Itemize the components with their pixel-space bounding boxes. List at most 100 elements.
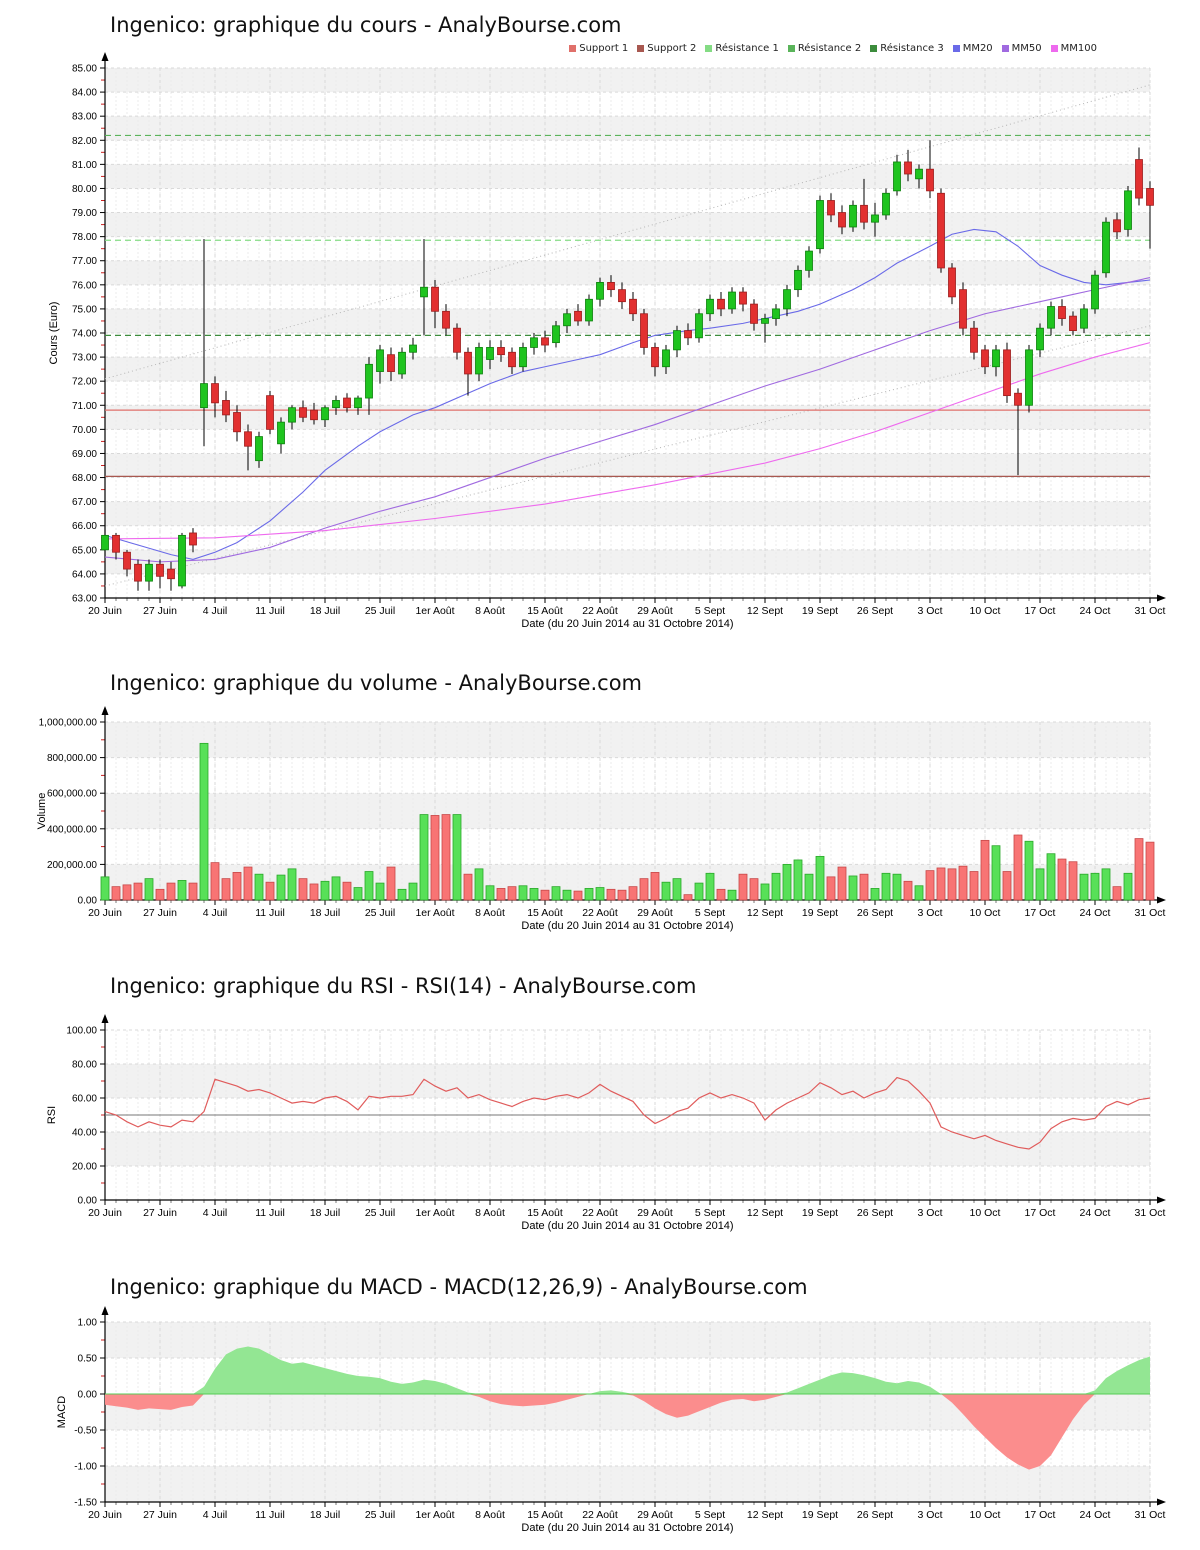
- candle: [849, 200, 857, 232]
- volume-bar: [584, 888, 594, 901]
- volume-bar: [859, 873, 869, 901]
- volume-bar: [672, 878, 682, 901]
- candle: [959, 282, 967, 336]
- candle: [222, 390, 230, 423]
- svg-text:31 Oct: 31 Oct: [1135, 1207, 1166, 1219]
- candle: [387, 347, 395, 382]
- volume-bar: [1112, 886, 1122, 901]
- candle: [145, 559, 153, 591]
- svg-text:29 Août: 29 Août: [637, 1509, 673, 1521]
- svg-text:78.00: 78.00: [72, 232, 97, 243]
- svg-text:18 Juil: 18 Juil: [310, 1207, 340, 1219]
- volume-bar: [342, 881, 352, 901]
- svg-text:22 Août: 22 Août: [582, 907, 618, 919]
- volume-bar: [232, 872, 242, 901]
- svg-text:29 Août: 29 Août: [637, 1207, 673, 1219]
- volume-bar: [1145, 841, 1155, 901]
- candle: [717, 292, 725, 317]
- candle: [915, 164, 923, 189]
- svg-text:10 Oct: 10 Oct: [970, 1509, 1001, 1521]
- svg-text:0.00: 0.00: [78, 1196, 98, 1207]
- svg-text:3 Oct: 3 Oct: [917, 1207, 942, 1219]
- candle: [1091, 270, 1099, 314]
- volume-bar: [573, 890, 583, 901]
- candle: [871, 202, 879, 237]
- candle: [970, 320, 978, 360]
- volume-bar: [210, 862, 220, 901]
- x-axis-arrow-icon: [1157, 594, 1166, 602]
- candle: [882, 188, 890, 220]
- svg-text:69.00: 69.00: [72, 449, 97, 460]
- volume-bar: [749, 878, 759, 901]
- volume-bar: [122, 884, 132, 901]
- rsi-chart-title: Ingenico: graphique du RSI - RSI(14) - A…: [110, 974, 697, 998]
- svg-text:75.00: 75.00: [72, 304, 97, 315]
- volume-bar: [529, 888, 539, 901]
- svg-text:68.00: 68.00: [72, 473, 97, 484]
- candle: [541, 330, 549, 353]
- candle: [816, 195, 824, 254]
- svg-text:0.00: 0.00: [78, 1390, 98, 1401]
- candle: [1014, 388, 1022, 476]
- svg-text:25 Juil: 25 Juil: [365, 1509, 395, 1521]
- svg-text:80.00: 80.00: [72, 1060, 97, 1071]
- candle: [178, 532, 186, 589]
- svg-text:4 Juil: 4 Juil: [203, 1509, 228, 1521]
- svg-text:12 Sept: 12 Sept: [747, 907, 783, 919]
- volume-bar: [683, 894, 693, 901]
- candle: [794, 265, 802, 297]
- svg-text:27 Juin: 27 Juin: [143, 1207, 177, 1219]
- trend-line: [104, 84, 1151, 380]
- volume-bar: [1090, 872, 1100, 901]
- y-axis-arrow-icon: [101, 706, 109, 715]
- svg-text:64.00: 64.00: [72, 569, 97, 580]
- volume-bar: [991, 845, 1001, 901]
- legend-label: Résistance 2: [797, 43, 862, 54]
- svg-text:29 Août: 29 Août: [637, 605, 673, 617]
- svg-text:72.00: 72.00: [72, 377, 97, 388]
- volume-bar: [1134, 838, 1144, 901]
- volume-bar: [782, 864, 792, 901]
- svg-text:200,000.00: 200,000.00: [47, 860, 97, 871]
- volume-bar: [826, 876, 836, 901]
- legend-item: MM100: [1050, 43, 1097, 54]
- svg-text:11 Juil: 11 Juil: [255, 605, 285, 617]
- legend-item: Support 1: [569, 43, 628, 54]
- y-axis-arrow-icon: [101, 1014, 109, 1023]
- svg-text:25 Juil: 25 Juil: [365, 1207, 395, 1219]
- svg-text:1er Août: 1er Août: [415, 907, 454, 919]
- svg-text:22 Août: 22 Août: [582, 1509, 618, 1521]
- candle: [640, 308, 648, 355]
- svg-text:40.00: 40.00: [72, 1128, 97, 1139]
- volume-bar: [540, 889, 550, 901]
- volume-bar: [1057, 858, 1067, 901]
- legend-marker-icon: [637, 45, 645, 52]
- volume-bar: [881, 872, 891, 901]
- volume-bar: [100, 876, 110, 901]
- volume-bar: [331, 876, 341, 901]
- legend-label: Résistance 1: [715, 43, 779, 54]
- volume-bar: [309, 883, 319, 901]
- candle: [398, 347, 406, 379]
- svg-text:18 Juil: 18 Juil: [310, 907, 340, 919]
- y-axis-arrow-icon: [101, 1306, 109, 1315]
- candle: [662, 345, 670, 374]
- candle: [1080, 304, 1088, 333]
- volume-bar: [430, 815, 440, 901]
- svg-text:8 Août: 8 Août: [475, 907, 505, 919]
- volume-bar: [276, 874, 286, 901]
- svg-text:10 Oct: 10 Oct: [970, 907, 1001, 919]
- volume-bar: [760, 883, 770, 901]
- svg-text:Date (du 20 Juin 2014 au 31 Oc: Date (du 20 Juin 2014 au 31 Octobre 2014…: [521, 1220, 733, 1232]
- svg-text:19 Sept: 19 Sept: [802, 605, 838, 617]
- svg-text:Cours (Euro): Cours (Euro): [48, 302, 60, 365]
- candle: [937, 188, 945, 273]
- candle: [904, 149, 912, 182]
- volume-bar: [1046, 853, 1056, 901]
- volume-bar: [177, 880, 187, 901]
- volume-bar: [375, 882, 385, 901]
- candle: [497, 340, 505, 362]
- volume-bar: [463, 873, 473, 901]
- svg-text:26 Sept: 26 Sept: [857, 1509, 893, 1521]
- svg-text:84.00: 84.00: [72, 88, 97, 99]
